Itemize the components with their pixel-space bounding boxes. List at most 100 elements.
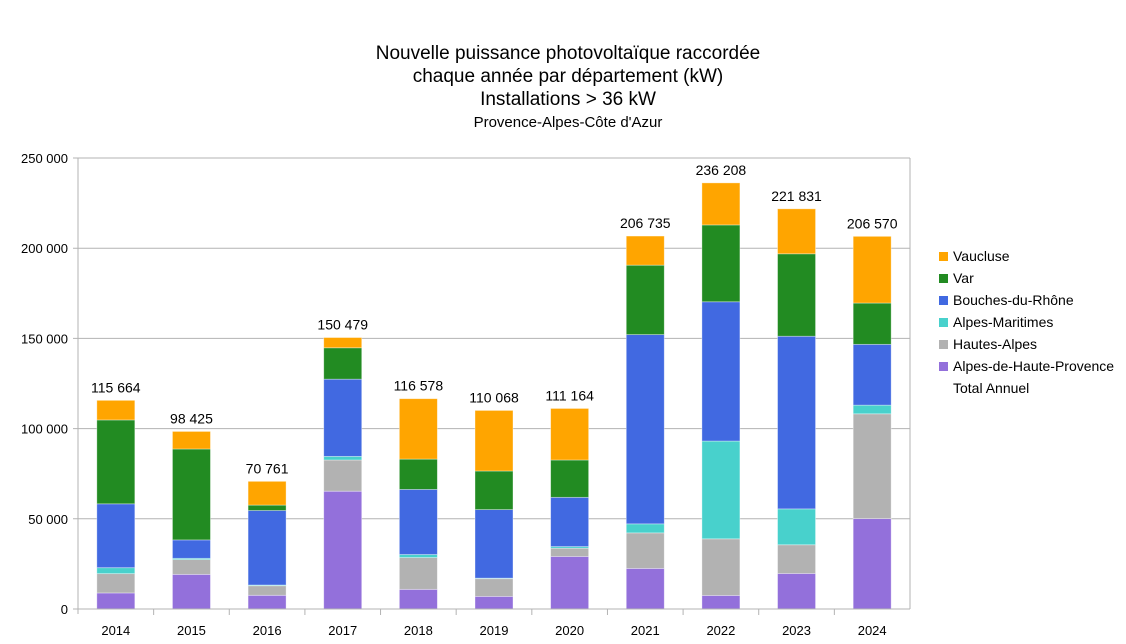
y-tick-label: 0 [61, 602, 68, 617]
bar-segment-alpes-de-haute-provence [625, 568, 665, 610]
x-tick-label: 2019 [480, 623, 509, 638]
bar-segment-hautes-alpes [777, 544, 816, 574]
bar-segment-hautes-alpes [247, 585, 287, 596]
bar-segment-bouches-du-rh-ne [852, 343, 892, 406]
bar-segment-alpes-maritimes [96, 567, 136, 575]
legend-label: Bouches-du-Rhône [953, 292, 1074, 308]
bar-segment-vaucluse [701, 182, 741, 226]
bar-segment-alpes-de-haute-provence [550, 556, 590, 610]
legend-label: Total Annuel [953, 380, 1029, 396]
chart-subtitle: Provence-Alpes-Côte d'Azur [474, 114, 663, 131]
legend-swatch [939, 252, 948, 261]
legend-label: Alpes-de-Haute-Provence [953, 358, 1114, 374]
legend: Vaucluse Var Bouches-du-Rhône Alpes-Maritim… [939, 248, 1114, 396]
bar-segment-hautes-alpes [172, 559, 211, 575]
data-label-total: 70 761 [246, 460, 289, 476]
legend-label: Hautes-Alpes [953, 336, 1037, 352]
bar-segment-vaucluse [172, 431, 211, 450]
legend-swatch [939, 318, 948, 327]
bar-segment-alpes-maritimes [625, 523, 665, 534]
bars: 115 664 98 425 70 761 150 479 116 578 110 068… [91, 162, 898, 610]
bar-segment-var [398, 458, 438, 490]
legend-label: Var [953, 270, 974, 286]
bar-segment-bouches-du-rh-ne [625, 334, 665, 525]
bar-segment-vaucluse [550, 408, 590, 461]
bar-segment-hautes-alpes [852, 413, 892, 520]
y-tick-label: 250 000 [21, 151, 68, 166]
legend-swatch [939, 296, 948, 305]
data-label-total: 150 479 [317, 317, 368, 333]
bar-segment-alpes-de-haute-provence [852, 518, 892, 610]
bar-segment-hautes-alpes [96, 573, 136, 594]
x-tick-label: 2015 [177, 623, 206, 638]
data-label-total: 236 208 [696, 162, 747, 178]
bar-segment-var [474, 470, 514, 510]
x-tick-label: 2016 [253, 623, 282, 638]
bar-segment-var [701, 224, 741, 303]
bar-segment-alpes-de-haute-provence [474, 595, 514, 610]
bar-segment-alpes-maritimes [852, 404, 892, 415]
bar-segment-vaucluse [398, 398, 438, 460]
data-label-total: 221 831 [771, 188, 822, 204]
bar-segment-var [852, 302, 892, 345]
bar-segment-alpes-maritimes [398, 554, 438, 558]
legend-label: Vaucluse [953, 248, 1010, 264]
legend-swatch [939, 362, 948, 371]
legend-swatch [939, 340, 948, 349]
x-tick-label: 2024 [858, 623, 887, 638]
x-tick-label: 2021 [631, 623, 660, 638]
bar-segment-vaucluse [96, 399, 136, 421]
bar-segment-bouches-du-rh-ne [247, 510, 287, 586]
bar-segment-hautes-alpes [701, 538, 741, 596]
bar-segment-alpes-de-haute-provence [323, 490, 363, 610]
x-tick-label: 2018 [404, 623, 433, 638]
bar-segment-bouches-du-rh-ne [96, 503, 136, 569]
chart-title: Nouvelle puissance photovoltaïque raccor… [376, 43, 760, 131]
legend-swatch [939, 274, 948, 283]
bar-segment-alpes-de-haute-provence [247, 594, 287, 610]
x-tick-label: 2014 [101, 623, 130, 638]
bar-segment-var [777, 253, 816, 337]
bar-segment-vaucluse [323, 337, 363, 349]
legend-label: Alpes-Maritimes [953, 314, 1053, 330]
x-tick-label: 2020 [555, 623, 584, 638]
bar-segment-bouches-du-rh-ne [323, 378, 363, 457]
y-tick-label: 150 000 [21, 331, 68, 346]
bar-segment-var [96, 419, 136, 505]
x-tick-label: 2023 [782, 623, 811, 638]
bar-segment-hautes-alpes [474, 578, 514, 597]
data-label-total: 206 735 [620, 215, 671, 231]
bar-segment-vaucluse [247, 480, 287, 506]
bar-segment-alpes-maritimes [323, 455, 363, 461]
y-tick-label: 200 000 [21, 241, 68, 256]
data-label-total: 98 425 [170, 410, 213, 426]
y-tick-label: 100 000 [21, 422, 68, 437]
bar-segment-alpes-de-haute-provence [701, 595, 741, 610]
bar-segment-bouches-du-rh-ne [172, 539, 211, 559]
bar-segment-var [550, 459, 590, 498]
axes: 0 50 000 100 000 150 000 200 000 250 000 2014 2… [21, 151, 910, 638]
title-line-2: chaque année par département (kW) [413, 66, 724, 87]
bar-segment-hautes-alpes [398, 557, 438, 590]
bar-segment-alpes-de-haute-provence [777, 573, 816, 610]
bar-segment-alpes-maritimes [701, 440, 741, 540]
bar-segment-bouches-du-rh-ne [398, 488, 438, 555]
title-line-3: Installations > 36 kW [480, 89, 656, 110]
bar-segment-alpes-de-haute-provence [398, 588, 438, 610]
bar-segment-alpes-de-haute-provence [172, 573, 211, 610]
data-label-total: 115 664 [91, 379, 141, 395]
bar-segment-bouches-du-rh-ne [777, 335, 816, 510]
bar-segment-var [625, 264, 665, 336]
bar-segment-vaucluse [625, 235, 665, 266]
bar-segment-hautes-alpes [323, 459, 363, 492]
bar-segment-vaucluse [852, 235, 892, 304]
data-label-total: 111 164 [545, 387, 594, 403]
data-label-total: 110 068 [469, 389, 519, 405]
data-label-total: 116 578 [394, 378, 444, 394]
bar-segment-bouches-du-rh-ne [550, 496, 590, 547]
bar-segment-hautes-alpes [625, 532, 665, 569]
bar-segment-var [172, 448, 211, 541]
title-line-1: Nouvelle puissance photovoltaïque raccor… [376, 43, 760, 64]
